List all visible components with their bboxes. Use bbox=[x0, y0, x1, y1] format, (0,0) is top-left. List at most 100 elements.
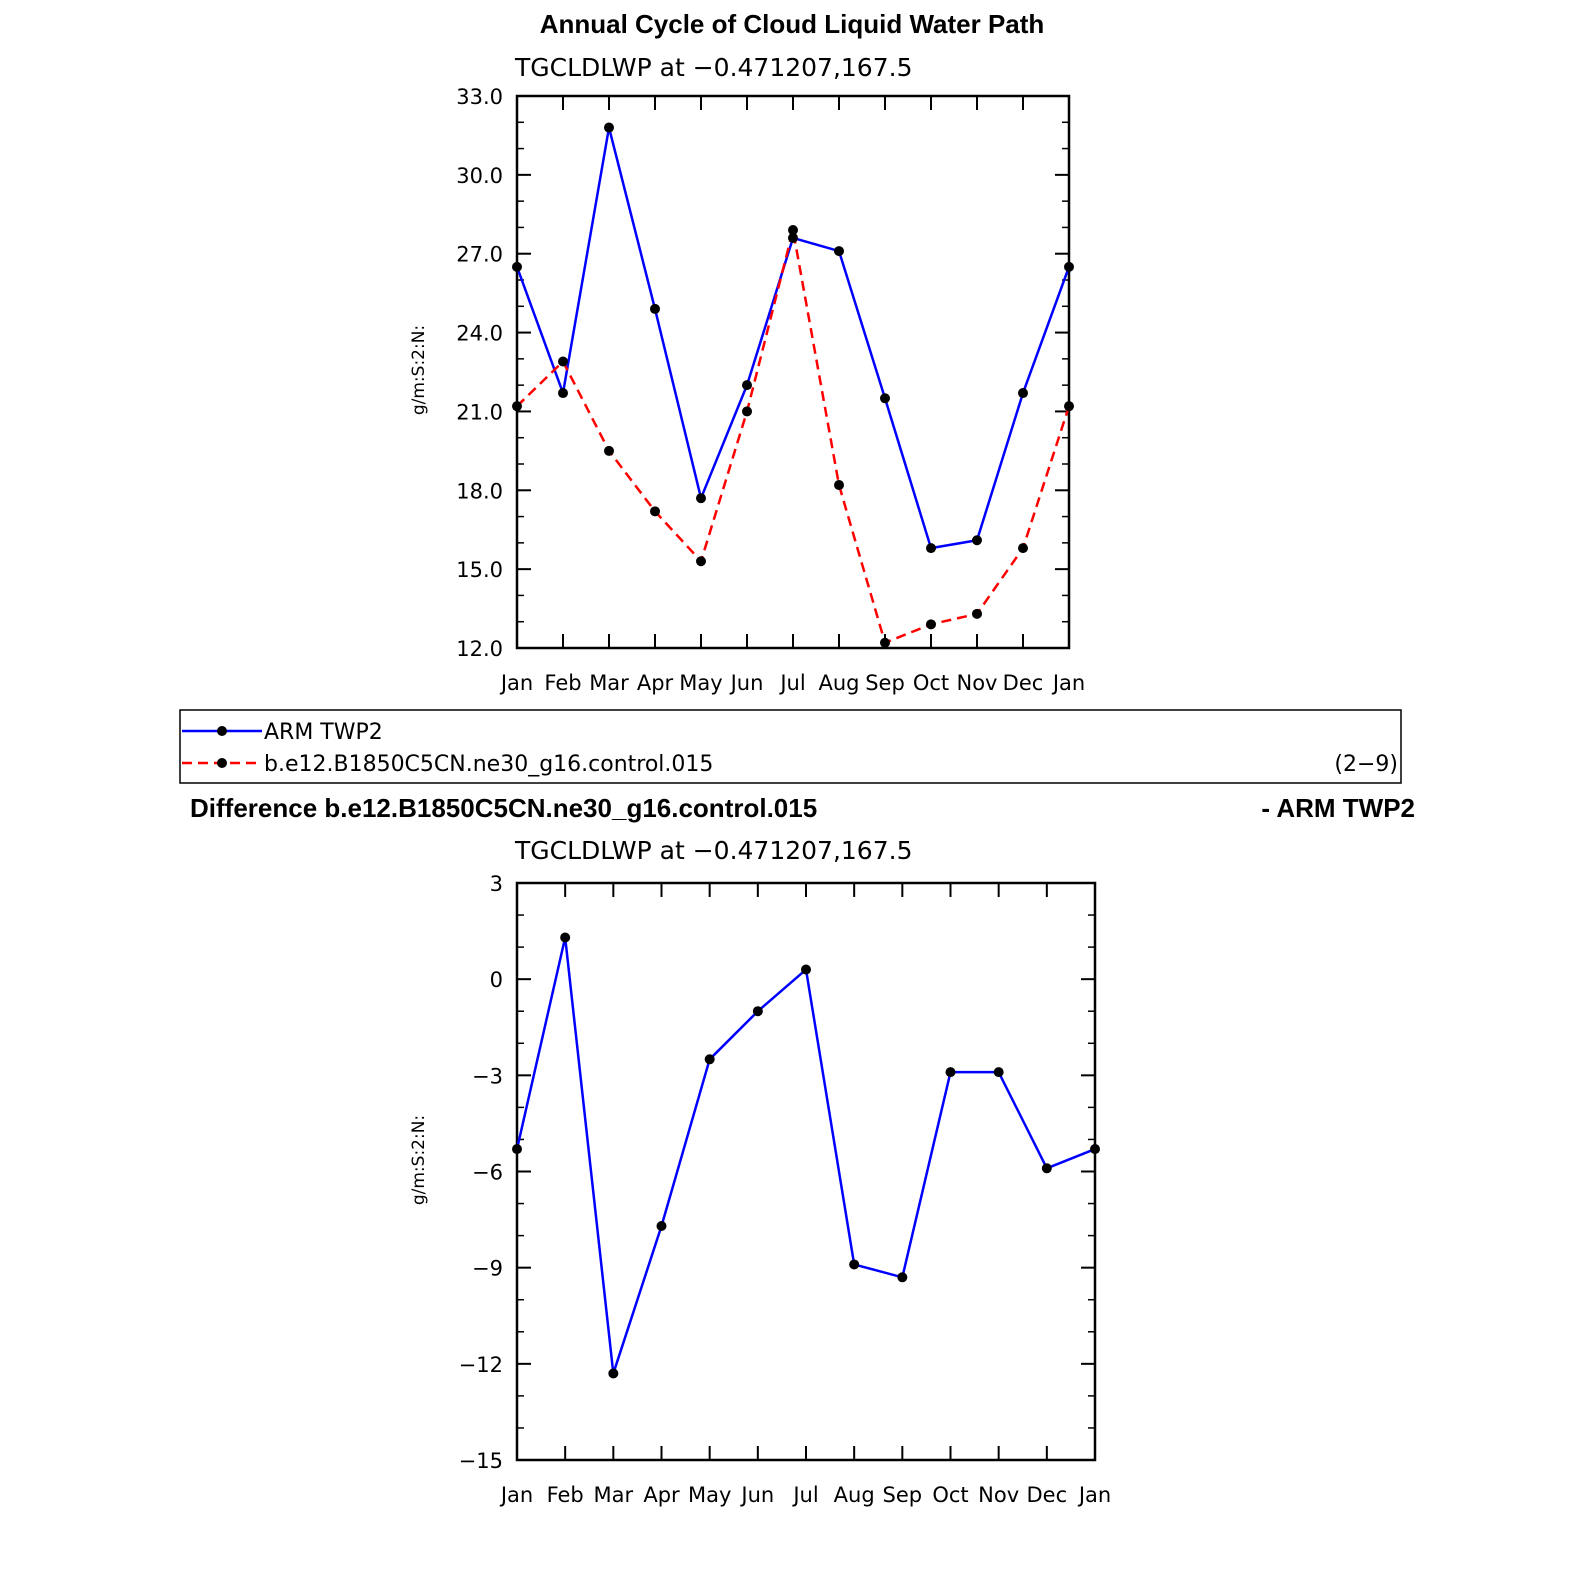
x-tick-label: Dec bbox=[1027, 1483, 1068, 1507]
x-tick-label: Apr bbox=[643, 1483, 680, 1507]
series-point-1 bbox=[834, 480, 844, 491]
series-point-1 bbox=[926, 619, 936, 630]
legend-marker-model bbox=[217, 758, 227, 768]
series-point-1 bbox=[696, 556, 706, 567]
series-point-0 bbox=[897, 1272, 908, 1283]
y-tick-label: 21.0 bbox=[456, 400, 503, 424]
series-point-0 bbox=[834, 246, 844, 257]
top-chart-title: Annual Cycle of Cloud Liquid Water Path bbox=[540, 9, 1045, 39]
x-tick-label: Oct bbox=[932, 1483, 968, 1507]
series-point-1 bbox=[650, 506, 660, 517]
legend-label-model: b.e12.B1850C5CN.ne30_g16.control.015 bbox=[264, 752, 713, 777]
bottom-chart-title: Difference b.e12.B1850C5CN.ne30_g16.cont… bbox=[190, 793, 817, 823]
y-tick-label: 27.0 bbox=[456, 243, 503, 267]
bottom-chart-ylabel: g/m:S:2:N: bbox=[409, 1115, 429, 1205]
x-tick-label: Jun bbox=[729, 671, 764, 695]
x-tick-label: Jun bbox=[739, 1483, 774, 1507]
x-tick-label: Jan bbox=[1051, 671, 1085, 695]
x-tick-label: Mar bbox=[589, 671, 629, 695]
series-point-0 bbox=[1018, 388, 1028, 399]
series-point-0 bbox=[972, 535, 982, 546]
series-point-1 bbox=[1018, 543, 1028, 554]
series-point-1 bbox=[880, 637, 890, 648]
series-point-0 bbox=[704, 1054, 715, 1065]
y-tick-label: 0 bbox=[490, 968, 503, 992]
series-point-0 bbox=[752, 1006, 763, 1017]
y-tick-label: −6 bbox=[472, 1161, 503, 1185]
x-tick-label: Feb bbox=[547, 1483, 584, 1507]
x-tick-label: Feb bbox=[544, 671, 581, 695]
series-point-0 bbox=[608, 1368, 619, 1379]
legend: ARM TWP2 b.e12.B1850C5CN.ne30_g16.contro… bbox=[179, 709, 1402, 784]
bottom-chart-title-right: - ARM TWP2 bbox=[1261, 793, 1415, 823]
x-tick-label: Jul bbox=[791, 1483, 818, 1507]
y-tick-label: 33.0 bbox=[456, 85, 503, 109]
bottom-plot-area: Jan Feb Mar Apr May Jun Jul Aug Sep Oct Nov Dec Jan −… bbox=[459, 872, 1112, 1507]
y-tick-label: 18.0 bbox=[456, 479, 503, 503]
series-point-1 bbox=[742, 406, 752, 417]
series-point-0 bbox=[1090, 1144, 1100, 1155]
series-point-1 bbox=[788, 225, 798, 236]
series-point-1 bbox=[972, 608, 982, 619]
x-tick-label: Jul bbox=[778, 671, 805, 695]
series-point-0 bbox=[656, 1220, 667, 1231]
x-tick-label: May bbox=[679, 671, 722, 695]
series-point-0 bbox=[801, 964, 811, 975]
y-tick-label: −9 bbox=[472, 1257, 503, 1281]
x-tick-label: Jan bbox=[499, 1483, 533, 1507]
bottom-chart-subtitle: TGCLDLWP at −0.471207,167.5 bbox=[514, 836, 912, 865]
y-tick-label: 12.0 bbox=[456, 637, 503, 661]
series-line-0 bbox=[515, 936, 1096, 1375]
series-point-1 bbox=[1064, 401, 1074, 412]
series-point-0 bbox=[604, 122, 614, 133]
series-point-0 bbox=[650, 303, 660, 314]
legend-label-arm: ARM TWP2 bbox=[264, 720, 383, 745]
y-tick-label: 3 bbox=[490, 872, 503, 896]
series-point-0 bbox=[926, 543, 936, 554]
x-tick-label: Aug bbox=[834, 1483, 875, 1507]
series-point-1 bbox=[604, 445, 614, 456]
x-tick-label: Jan bbox=[499, 671, 533, 695]
x-tick-label: Sep bbox=[883, 1483, 923, 1507]
series-point-0 bbox=[558, 388, 568, 399]
y-tick-label: −3 bbox=[472, 1064, 503, 1088]
y-tick-label: 15.0 bbox=[456, 558, 503, 582]
series-point-0 bbox=[742, 380, 752, 391]
x-tick-label: Nov bbox=[957, 671, 998, 695]
y-tick-label: 30.0 bbox=[456, 164, 503, 188]
legend-marker-arm bbox=[217, 726, 227, 736]
top-chart-ylabel: g/m:S:2:N: bbox=[409, 325, 429, 415]
top-chart-subtitle: TGCLDLWP at −0.471207,167.5 bbox=[514, 53, 912, 82]
x-tick-label: Mar bbox=[594, 1483, 634, 1507]
series-point-0 bbox=[945, 1067, 956, 1078]
series-point-1 bbox=[512, 401, 522, 412]
series-point-0 bbox=[788, 232, 798, 243]
series-point-0 bbox=[696, 493, 706, 504]
y-tick-label: −12 bbox=[459, 1353, 503, 1377]
x-tick-label: Aug bbox=[818, 671, 859, 695]
series-point-0 bbox=[512, 261, 522, 272]
series-point-0 bbox=[880, 393, 890, 404]
series-line-0 bbox=[515, 126, 1071, 550]
top-plot-area: Jan Feb Mar Apr May Jun Jul Aug Sep Oct Nov Dec Jan 1… bbox=[456, 85, 1085, 695]
x-tick-label: May bbox=[688, 1483, 731, 1507]
series-point-1 bbox=[558, 356, 568, 367]
series-point-0 bbox=[1064, 261, 1074, 272]
series-point-0 bbox=[512, 1144, 522, 1155]
series-point-0 bbox=[993, 1067, 1004, 1078]
series-point-0 bbox=[1041, 1163, 1052, 1174]
x-tick-label: Jan bbox=[1077, 1483, 1111, 1507]
y-tick-label: −15 bbox=[459, 1449, 503, 1473]
legend-tag: (2−9) bbox=[1334, 752, 1398, 777]
x-tick-label: Oct bbox=[913, 671, 949, 695]
x-tick-label: Nov bbox=[978, 1483, 1019, 1507]
legend-box bbox=[179, 709, 1402, 784]
series-point-0 bbox=[849, 1259, 860, 1270]
y-tick-label: 24.0 bbox=[456, 322, 503, 346]
series-line-1 bbox=[516, 228, 1071, 644]
x-tick-label: Apr bbox=[637, 671, 674, 695]
x-tick-label: Dec bbox=[1003, 671, 1044, 695]
x-tick-label: Sep bbox=[865, 671, 905, 695]
series-point-0 bbox=[560, 932, 571, 943]
